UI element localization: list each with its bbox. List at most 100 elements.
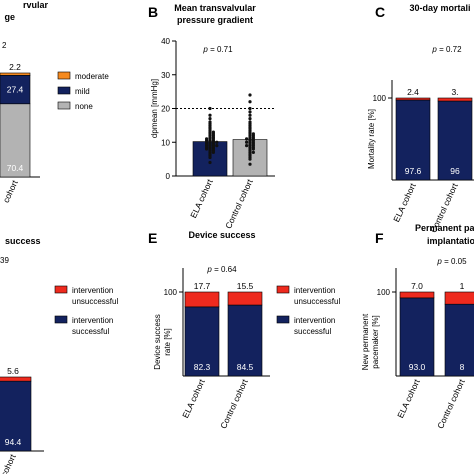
panel-E-bar-segment bbox=[184, 291, 220, 308]
panel-C-p-value: p = 0.72 bbox=[431, 45, 462, 54]
panel-B-data-point bbox=[245, 137, 249, 141]
panel-B-data-point bbox=[215, 140, 219, 144]
panel-D-legend-text: successful bbox=[72, 327, 110, 336]
panel-E-title-line: Device success bbox=[188, 230, 255, 240]
panel-B-p-value: p = 0.71 bbox=[202, 45, 233, 54]
panel-E-bar-label-inside: 84.5 bbox=[237, 362, 254, 372]
panel-E-legend-text: intervention bbox=[294, 316, 335, 325]
panel-B-title-line: pressure gradient bbox=[177, 15, 253, 25]
panel-F-y-label-line: pacemaker [%] bbox=[371, 315, 380, 368]
panel-B-data-point bbox=[208, 106, 212, 111]
panel-E-legend-swatch bbox=[276, 315, 290, 324]
panel-D-bar-segment bbox=[0, 380, 32, 452]
panel-E-bar-label-inside: 82.3 bbox=[194, 362, 211, 372]
panel-B-data-point bbox=[208, 117, 212, 121]
panel-E-category-label: Control cohort bbox=[218, 377, 250, 430]
panel-B-data-point bbox=[211, 130, 215, 134]
panel-B-y-tick-label: 30 bbox=[161, 71, 170, 80]
panel-B-data-point bbox=[248, 110, 252, 114]
panel-F-bar-label-inside: 93.0 bbox=[409, 362, 426, 372]
panel-C: C 30-day mortali 100 Mortality rate [%] 97.6… bbox=[367, 3, 474, 234]
panel-A-category-label: cohort bbox=[1, 178, 20, 204]
panel-A-bar-label-inside: 70.4 bbox=[7, 163, 24, 173]
panel-A-bar-label-top: 2.2 bbox=[9, 62, 21, 72]
panel-A-legend-swatch bbox=[57, 101, 71, 110]
panel-B-data-point bbox=[248, 106, 252, 111]
panel-B-data-point bbox=[248, 117, 252, 121]
panel-F-title-line: Permanent paces bbox=[415, 223, 474, 233]
panel-F-y-tick-label: 100 bbox=[377, 288, 391, 297]
panel-D-legend-text: intervention bbox=[72, 286, 113, 295]
panel-E-legend-text: successful bbox=[294, 327, 332, 336]
panel-F: F Permanent paces implantatio 100 New perman… bbox=[361, 223, 474, 430]
panel-B-data-point bbox=[245, 140, 249, 144]
panel-C-bar-label-top: 3. bbox=[451, 87, 458, 97]
panel-A: rvular ge 70.4 27.4 2.2 cohort bbox=[0, 0, 48, 204]
panel-B-data-point bbox=[245, 144, 249, 148]
panel-B-data-point bbox=[251, 150, 255, 154]
panel-B-category-label: Control cohort bbox=[223, 177, 255, 230]
panel-D-legend-text: unsuccessful bbox=[72, 297, 118, 306]
panel-D: success 94.4 5.6 cohort bbox=[0, 236, 44, 474]
panel-D-p-value: 39 bbox=[0, 256, 9, 265]
panel-D-bar-label-top: 5.6 bbox=[7, 366, 19, 376]
panel-B-y-label: dpmean [mmHg] bbox=[150, 79, 159, 138]
panel-C-category-label: ELA cohort bbox=[391, 181, 418, 223]
panel-D-bar-label-inside: 94.4 bbox=[5, 437, 22, 447]
panel-E-y-tick-label: 100 bbox=[164, 288, 178, 297]
panel-C-title-line: 30-day mortali bbox=[409, 3, 470, 13]
panel-F-category-label: ELA cohort bbox=[395, 377, 422, 419]
panel-D-legend-text: intervention bbox=[72, 316, 113, 325]
panel-D-title-line: success bbox=[5, 236, 41, 246]
panel-F-title-line: implantatio bbox=[427, 236, 474, 246]
panel-C-bar-label-top: 2.4 bbox=[407, 87, 419, 97]
panel-D-legend-swatch bbox=[54, 285, 68, 294]
panel-C-bar-segment bbox=[395, 99, 431, 181]
panel-E-legend-swatch bbox=[276, 285, 290, 294]
panel-E-legend-text: intervention bbox=[294, 286, 335, 295]
panel-B-title-line: Mean transvalvular bbox=[174, 3, 256, 13]
panel-C-bar-segment bbox=[437, 100, 473, 181]
panel-B-data-point bbox=[208, 120, 212, 124]
panel-C-letter: C bbox=[375, 4, 385, 20]
panel-A-legend-swatch bbox=[57, 71, 71, 80]
panel-C-bar-label-inside: 97.6 bbox=[405, 166, 422, 176]
panel-F-bar-label-inside: 8 bbox=[460, 362, 465, 372]
panel-B-data-point bbox=[205, 137, 209, 141]
panel-E-bar-segment bbox=[227, 304, 263, 377]
panel-D-bar-segment bbox=[0, 376, 32, 382]
panel-F-bar-segment bbox=[444, 291, 474, 305]
panel-B-y-tick-label: 0 bbox=[166, 172, 171, 181]
panel-E-y-label-line: rate [%] bbox=[163, 328, 172, 356]
panel-B-data-point bbox=[248, 162, 252, 166]
panel-A-title-line: ge bbox=[4, 12, 15, 22]
panel-D-category-label: cohort bbox=[0, 452, 18, 474]
panel-B-data-point bbox=[248, 113, 252, 117]
panel-C-bar-segment bbox=[437, 97, 473, 102]
panel-A-legend-text: none bbox=[75, 102, 93, 111]
panel-B-category-label: ELA cohort bbox=[188, 177, 215, 219]
panel-E-bar-segment bbox=[227, 291, 263, 306]
panel-F-letter: F bbox=[375, 230, 384, 246]
panel-B-data-point bbox=[248, 93, 252, 97]
panel-B-data-point bbox=[248, 120, 252, 124]
panel-F-y-label-line: New permanent bbox=[361, 313, 370, 370]
panel-B-y-tick-label: 40 bbox=[161, 37, 170, 46]
panel-F-bar-label-top: 7.0 bbox=[411, 281, 423, 291]
panel-F-bar-segment bbox=[399, 291, 435, 299]
panel-A-bar-segment bbox=[0, 74, 31, 105]
panel-A-bar-segment bbox=[0, 72, 31, 76]
panel-E-category-label: ELA cohort bbox=[180, 377, 207, 419]
panel-A-legend-text: mild bbox=[75, 87, 90, 96]
panel-B-data-point bbox=[248, 100, 252, 104]
panel-C-y-tick-label: 100 bbox=[373, 94, 387, 103]
panel-A-legend-text: moderate bbox=[75, 72, 109, 81]
panel-C-bar-segment bbox=[395, 97, 431, 101]
panel-B-y-tick-label: 10 bbox=[161, 138, 170, 147]
panel-E-p-value: p = 0.64 bbox=[206, 265, 237, 274]
panel-B-data-point bbox=[251, 132, 255, 136]
panel-E-legend-text: unsuccessful bbox=[294, 297, 340, 306]
panel-B-y-tick-label: 20 bbox=[161, 105, 170, 114]
